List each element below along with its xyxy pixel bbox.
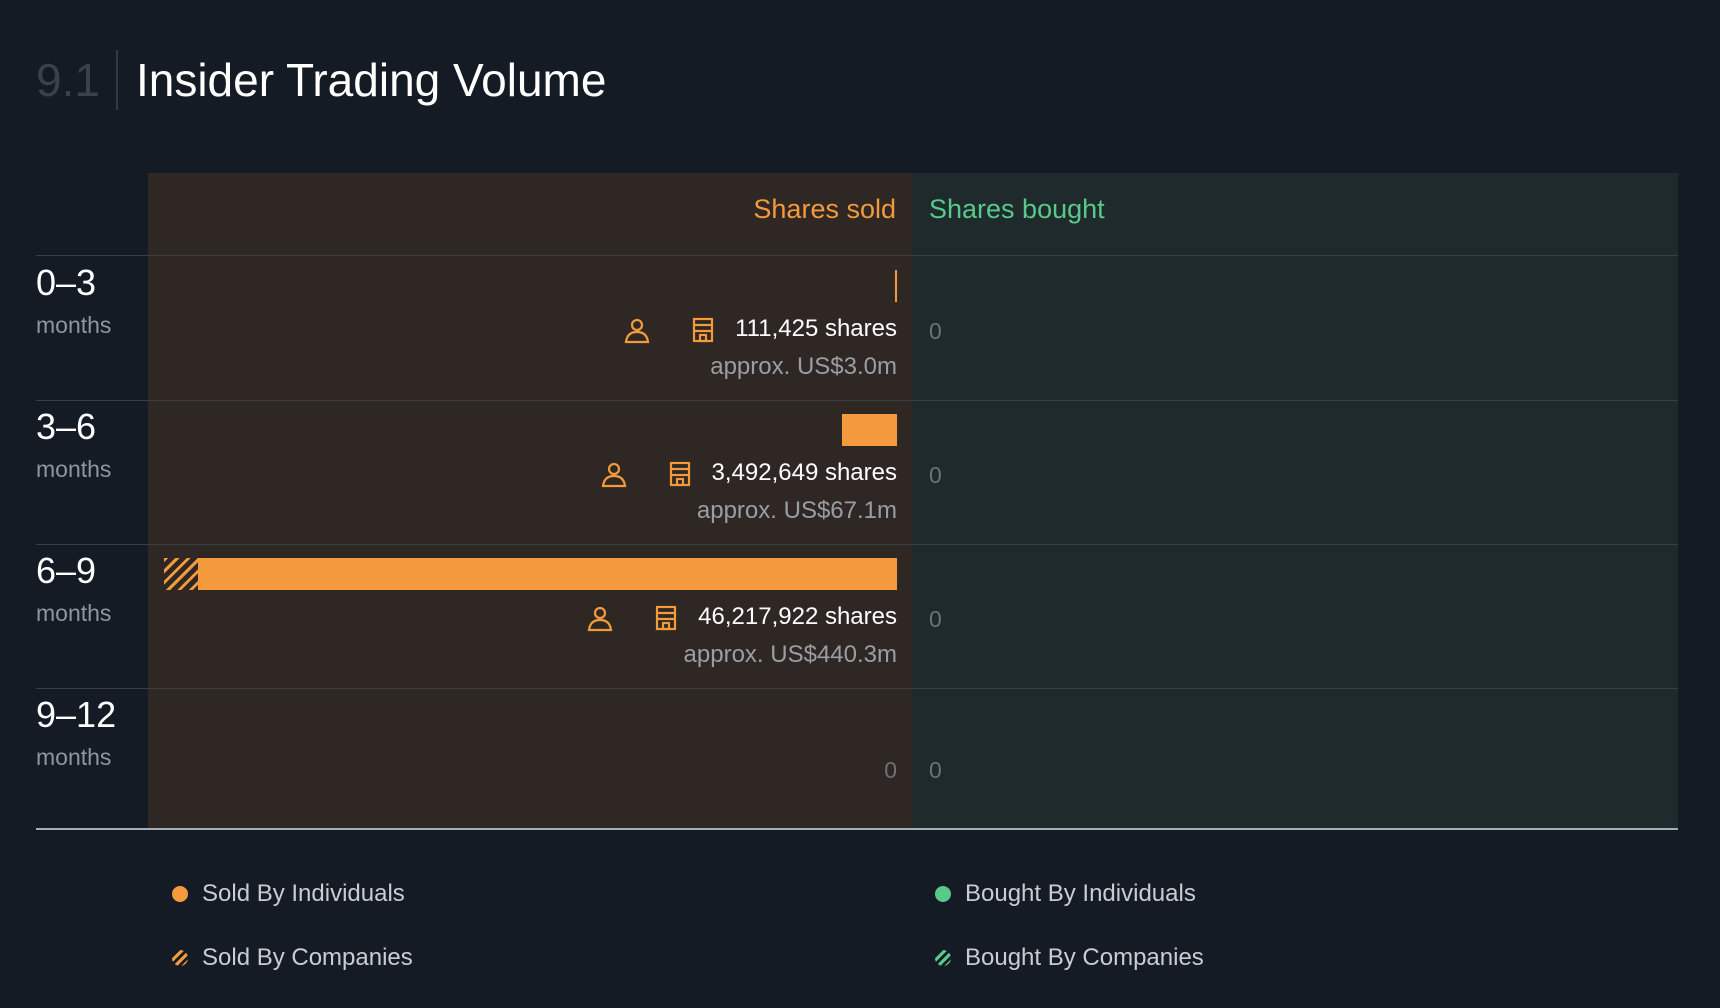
sold-by-companies-bar [164, 558, 198, 590]
building-icon [689, 316, 717, 344]
approx-value: approx. US$67.1m [696, 497, 897, 524]
legend-hatch-dot [935, 950, 951, 966]
insider-type-icons [600, 460, 694, 488]
legend-hatch-dot [172, 950, 188, 966]
approx-value: approx. US$3.0m [710, 353, 897, 380]
row-divider [36, 400, 1678, 401]
period-range: 3–6 [36, 406, 97, 447]
section-header: 9.1 Insider Trading Volume [36, 50, 606, 110]
period-range: 0–3 [36, 262, 97, 303]
approx-value: approx. US$440.3m [683, 641, 897, 668]
period-unit: months [36, 744, 112, 770]
shares-bought-value: 0 [929, 462, 942, 488]
insider-type-icons [586, 604, 680, 632]
row-divider [36, 688, 1678, 689]
shares-bought-value: 0 [929, 606, 942, 632]
period-range: 6–9 [36, 550, 97, 591]
legend-label: Bought By Individuals [965, 880, 1196, 907]
shares-sold-value: 0 [884, 757, 897, 783]
insider-type-icons [623, 316, 717, 344]
shares-bought-value: 0 [929, 757, 942, 783]
legend-label: Sold By Individuals [202, 880, 405, 907]
legend-item: Bought By Companies [935, 944, 1204, 972]
building-icon [652, 604, 680, 632]
sold-by-individuals-bar [841, 414, 897, 446]
person-icon [586, 604, 614, 632]
person-icon [600, 460, 628, 488]
shares-sold-header: Shares sold [753, 194, 896, 224]
page-title: Insider Trading Volume [135, 54, 607, 106]
legend-label: Sold By Companies [202, 944, 413, 971]
period-unit: months [36, 312, 112, 338]
period-label: 3–6 months [36, 407, 111, 485]
legend-item: Bought By Individuals [935, 880, 1196, 908]
building-icon [666, 460, 694, 488]
legend-item: Sold By Companies [172, 944, 413, 972]
section-number: 9.1 [36, 50, 118, 110]
sold-bar [895, 270, 897, 302]
shares-sold-value: 111,425 shares [735, 315, 897, 342]
period-label: 0–3 months [36, 263, 111, 341]
shares-bought-value: 0 [929, 318, 942, 344]
period-unit: months [36, 600, 112, 626]
sold-panel [148, 173, 912, 829]
person-icon [623, 316, 651, 344]
shares-bought-header: Shares bought [929, 194, 1105, 224]
legend-dot [935, 886, 951, 902]
bought-panel [912, 173, 1678, 829]
row-divider [36, 544, 1678, 545]
period-label: 6–9 months [36, 551, 111, 629]
header-divider [36, 255, 1678, 256]
chart-baseline [36, 828, 1678, 830]
shares-sold-value: 3,492,649 shares [711, 459, 897, 486]
shares-sold-value: 46,217,922 shares [698, 603, 897, 630]
legend-dot [172, 886, 188, 902]
legend-item: Sold By Individuals [172, 880, 405, 908]
period-range: 9–12 [36, 694, 117, 735]
period-label: 9–12 months [36, 695, 116, 773]
period-unit: months [36, 456, 112, 482]
sold-by-individuals-bar [197, 558, 897, 590]
legend-label: Bought By Companies [965, 944, 1204, 971]
